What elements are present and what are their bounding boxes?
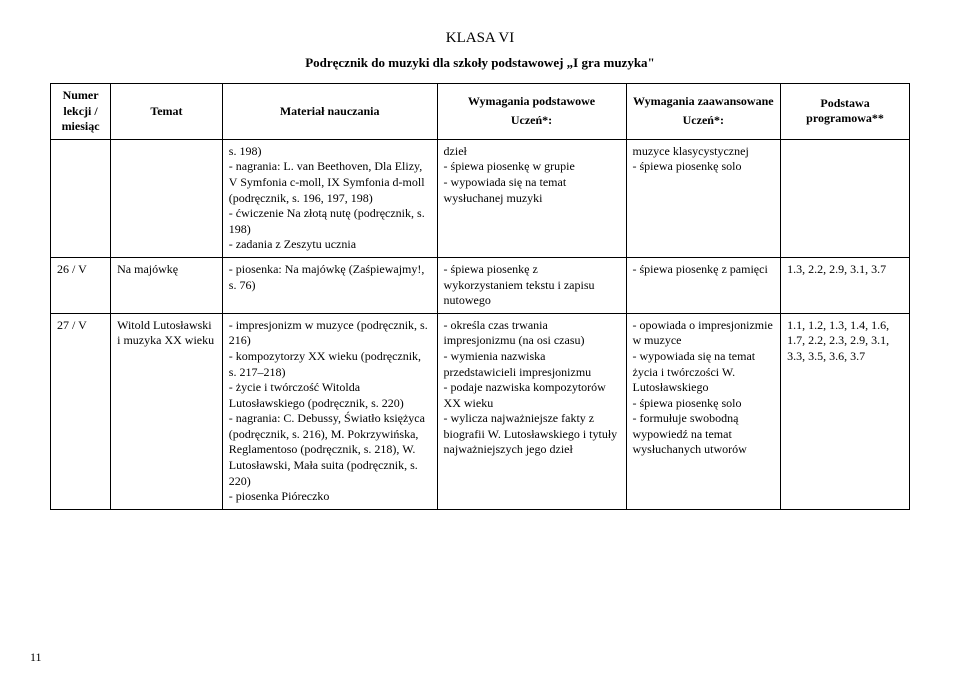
cell-req-adv: - opowiada o impresjonizmie w muzyce- wy… xyxy=(626,313,781,509)
cell-basis xyxy=(781,139,910,257)
col-header-material: Materiał nauczania xyxy=(222,84,437,140)
cell-num: 26 / V xyxy=(51,257,111,313)
table-row: 26 / V Na majówkę - piosenka: Na majówkę… xyxy=(51,257,910,313)
cell-basis: 1.3, 2.2, 2.9, 3.1, 3.7 xyxy=(781,257,910,313)
cell-topic: Witold Lutosławski i muzyka XX wieku xyxy=(111,313,223,509)
col-header-basis: Podstawa programowa** xyxy=(781,84,910,140)
col-header-num: Numer lekcji / miesiąc xyxy=(51,84,111,140)
table-row: 27 / V Witold Lutosławski i muzyka XX wi… xyxy=(51,313,910,509)
cell-num xyxy=(51,139,111,257)
col-header-req-basic-sub: Uczeń*: xyxy=(444,113,620,129)
col-header-req-adv: Wymagania zaawansowane Uczeń*: xyxy=(626,84,781,140)
cell-material: - piosenka: Na majówkę (Zaśpiewajmy!, s.… xyxy=(222,257,437,313)
cell-topic: Na majówkę xyxy=(111,257,223,313)
col-header-req-basic: Wymagania podstawowe Uczeń*: xyxy=(437,84,626,140)
col-header-topic: Temat xyxy=(111,84,223,140)
col-header-req-basic-label: Wymagania podstawowe xyxy=(468,94,595,108)
page-number: 11 xyxy=(30,650,42,665)
cell-req-basic: dzieł- śpiewa piosenkę w grupie- wypowia… xyxy=(437,139,626,257)
cell-req-basic: - śpiewa piosenkę z wykorzystaniem tekst… xyxy=(437,257,626,313)
page-subtitle: Podręcznik do muzyki dla szkoły podstawo… xyxy=(50,55,910,71)
col-header-req-adv-sub: Uczeń*: xyxy=(633,113,775,129)
table-row: s. 198)- nagrania: L. van Beethoven, Dla… xyxy=(51,139,910,257)
col-header-req-adv-label: Wymagania zaawansowane xyxy=(633,94,774,108)
page-title: KLASA VI xyxy=(50,30,910,47)
cell-basis: 1.1, 1.2, 1.3, 1.4, 1.6, 1.7, 2.2, 2.3, … xyxy=(781,313,910,509)
cell-topic xyxy=(111,139,223,257)
cell-req-basic: - określa czas trwania impresjonizmu (na… xyxy=(437,313,626,509)
cell-material: s. 198)- nagrania: L. van Beethoven, Dla… xyxy=(222,139,437,257)
table-header-row: Numer lekcji / miesiąc Temat Materiał na… xyxy=(51,84,910,140)
curriculum-table: Numer lekcji / miesiąc Temat Materiał na… xyxy=(50,83,910,510)
cell-req-adv: - śpiewa piosenkę z pamięci xyxy=(626,257,781,313)
cell-material: - impresjonizm w muzyce (podręcznik, s. … xyxy=(222,313,437,509)
cell-num: 27 / V xyxy=(51,313,111,509)
cell-req-adv: muzyce klasycystycznej- śpiewa piosenkę … xyxy=(626,139,781,257)
